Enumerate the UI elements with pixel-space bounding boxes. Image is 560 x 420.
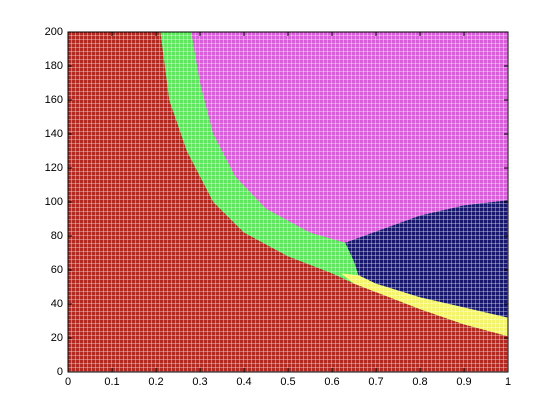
x-tick-label: 1 [505,376,511,388]
axes-box [67,31,509,373]
y-tick-label: 0 [57,366,63,378]
y-tick-label: 120 [45,162,63,174]
y-tick-label: 100 [45,196,63,208]
x-tick-label: 0 [65,376,71,388]
y-tick-label: 60 [51,264,63,276]
x-tick-label: 0.7 [368,376,383,388]
x-tick-label: 0.1 [104,376,119,388]
y-tick-label: 160 [45,94,63,106]
x-tick-label: 0.9 [456,376,471,388]
x-tick-label: 0.4 [236,376,251,388]
x-tick-label: 0.5 [280,376,295,388]
y-tick-label: 140 [45,128,63,140]
x-tick-label: 0.8 [412,376,427,388]
x-tick-label: 0.2 [148,376,163,388]
axes: 0 0.1 0.2 0.3 0.4 0.5 0.6 0.7 0.8 0.9 1 0 20 40 60 80 10… [45,26,511,388]
x-tick-label: 0.6 [324,376,339,388]
texture [68,32,508,372]
x-tick-label: 0.3 [192,376,207,388]
y-tick-label: 40 [51,298,63,310]
y-tick-label: 20 [51,332,63,344]
y-tick-label: 180 [45,60,63,72]
y-tick-label: 200 [45,26,63,38]
y-tick-label: 80 [51,230,63,242]
